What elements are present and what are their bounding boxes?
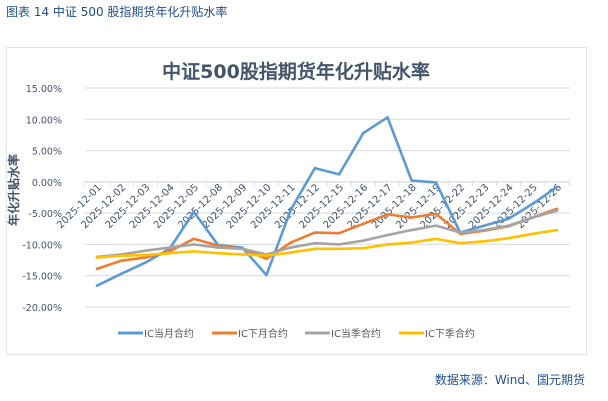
data-point	[168, 251, 171, 255]
data-point	[289, 251, 292, 254]
data-point	[555, 185, 559, 189]
data-point	[313, 231, 317, 234]
legend-label: IC当月合约	[144, 327, 194, 340]
data-point	[265, 254, 268, 257]
data-point	[95, 267, 99, 271]
data-point	[337, 231, 341, 235]
legend-label: IC当季合约	[331, 327, 381, 340]
series-line-2	[96, 209, 558, 259]
data-point	[458, 241, 462, 245]
data-point	[555, 207, 559, 211]
data-point	[240, 247, 244, 251]
data-point	[289, 208, 292, 212]
legend-label: IC下月合约	[238, 327, 288, 340]
data-point	[434, 237, 438, 241]
data-point	[386, 116, 389, 119]
y-tick-label: 5.00%	[32, 147, 62, 158]
data-point	[144, 253, 147, 257]
data-point	[410, 216, 414, 219]
data-point	[507, 236, 510, 240]
data-point	[168, 246, 171, 249]
data-point	[434, 212, 438, 216]
y-tick-label: -15.00%	[22, 272, 62, 283]
data-point	[410, 241, 414, 244]
data-point	[240, 253, 244, 256]
data-point	[410, 179, 414, 182]
data-point	[483, 240, 486, 243]
data-point	[289, 241, 292, 244]
data-point	[362, 239, 365, 242]
data-point	[192, 243, 196, 246]
data-point	[434, 181, 438, 184]
data-point	[192, 210, 196, 214]
data-point	[507, 217, 510, 221]
data-point	[192, 237, 196, 241]
y-tick-label: -10.00%	[22, 240, 62, 251]
y-axis-label: 年化升贴水率	[6, 154, 21, 226]
data-point	[555, 209, 559, 212]
data-point	[144, 261, 147, 264]
data-point	[216, 246, 220, 249]
data-point	[555, 228, 559, 232]
data-point	[483, 224, 486, 227]
data-point	[386, 213, 389, 216]
data-point	[313, 241, 317, 245]
data-point	[119, 259, 123, 262]
data-point	[289, 246, 292, 249]
data-point	[119, 254, 123, 257]
data-point	[362, 246, 365, 250]
y-tick-label: 15.00%	[26, 84, 62, 95]
data-point	[144, 249, 147, 252]
data-point	[531, 216, 535, 219]
data-point	[216, 251, 220, 255]
data-point	[95, 256, 99, 259]
data-point	[458, 231, 462, 234]
y-tick-label: 10.00%	[26, 115, 62, 126]
data-point	[95, 284, 99, 288]
data-point	[362, 222, 365, 226]
data-point	[144, 256, 147, 259]
data-point	[119, 272, 123, 276]
data-point	[337, 243, 341, 246]
figure-caption: 图表 14 中证 500 股指期货年化升贴水率	[6, 4, 227, 19]
data-point	[386, 233, 389, 237]
chart-title: 中证500股指期货年化升贴水率	[162, 60, 430, 83]
legend-label: IC下季合约	[425, 327, 475, 340]
series-line-3	[96, 228, 558, 259]
y-tick-label: 0.00%	[32, 178, 62, 189]
series-line-0	[96, 116, 558, 287]
data-point	[410, 228, 414, 232]
data-point	[337, 247, 341, 251]
data-point	[531, 202, 535, 206]
data-point	[386, 243, 389, 246]
y-tick-label: -5.00%	[28, 209, 62, 220]
data-point	[192, 250, 196, 253]
y-tick-label: -20.00%	[22, 303, 62, 314]
data-point	[434, 224, 438, 227]
data-point	[531, 232, 535, 236]
data-point	[313, 166, 317, 170]
data-point	[265, 273, 268, 277]
data-point	[507, 224, 510, 227]
data-point	[362, 131, 365, 135]
data-point	[337, 173, 341, 176]
data-point	[313, 247, 317, 251]
data-source: 数据来源：Wind、国元期货	[435, 372, 585, 387]
data-point	[483, 228, 486, 232]
data-point	[265, 257, 268, 261]
